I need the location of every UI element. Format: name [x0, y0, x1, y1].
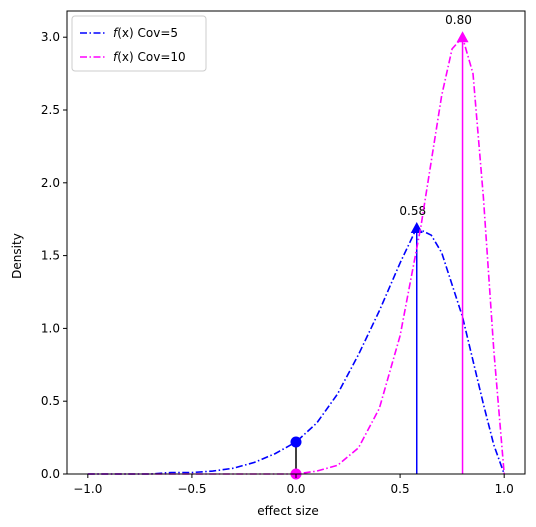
plot-background: [67, 11, 525, 474]
y-tick-label: 1.5: [41, 249, 60, 263]
zero-marker-0: [290, 436, 302, 448]
plot-area: [67, 11, 525, 474]
axes: −1.0 −0.5 0.0 0.5 1.0 0.0 0.5 1.0 1.5 2.0 2.5 3.0: [41, 10, 526, 496]
y-tick-label: 1.0: [41, 321, 60, 335]
y-tick-label: 2.5: [41, 103, 60, 117]
peak-marker-1: [456, 31, 469, 43]
y-axis-label: Density: [10, 233, 24, 279]
y-tick-label: 2.0: [41, 176, 60, 190]
x-tick-label: 1.0: [495, 482, 514, 496]
x-axis-label: effect size: [257, 504, 318, 518]
y-tick-label: 0.5: [41, 394, 60, 408]
legend: f(x) Cov=5 f(x) Cov=10: [71, 15, 207, 72]
x-tick-label: −1.0: [73, 482, 102, 496]
y-tick-label: 0.0: [41, 467, 60, 481]
y-tick-label: 3.0: [41, 30, 60, 44]
legend-entry-1: f(x) Cov=10: [113, 50, 186, 64]
legend-entry-0: f(x) Cov=5: [113, 26, 178, 40]
legend-box: [71, 15, 207, 72]
x-tick-label: 0.0: [286, 482, 305, 496]
x-tick-label: −0.5: [177, 482, 206, 496]
peak-label-0: 0.58: [399, 204, 426, 218]
x-tick-label: 0.5: [391, 482, 410, 496]
peak-label-1: 0.80: [445, 13, 472, 27]
